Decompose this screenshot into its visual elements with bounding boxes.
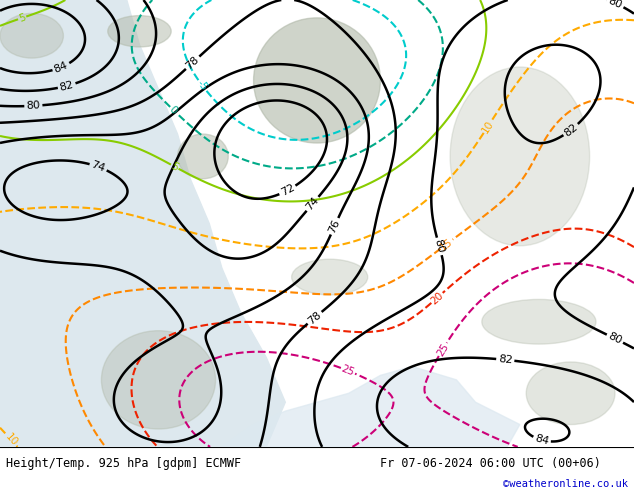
Text: Height/Temp. 925 hPa [gdpm] ECMWF: Height/Temp. 925 hPa [gdpm] ECMWF [6,457,242,470]
Text: 74: 74 [304,195,321,213]
Ellipse shape [178,134,228,179]
Text: 80: 80 [607,0,624,11]
Text: 78: 78 [306,309,323,326]
Text: 80: 80 [26,100,41,111]
Text: 5: 5 [169,161,180,172]
Text: 78: 78 [184,54,201,71]
Text: 84: 84 [53,60,70,74]
Text: 80: 80 [606,331,623,346]
Text: 10: 10 [480,118,496,135]
Text: 20: 20 [429,290,445,306]
Text: 80: 80 [432,238,446,254]
Text: ©weatheronline.co.uk: ©weatheronline.co.uk [503,479,628,489]
Text: 82: 82 [498,354,513,366]
Text: 72: 72 [279,182,296,198]
Text: 74: 74 [90,160,107,174]
Ellipse shape [254,18,380,143]
Text: 15: 15 [438,236,455,252]
Text: 25: 25 [340,364,356,378]
Ellipse shape [101,331,216,429]
Ellipse shape [482,299,596,344]
Ellipse shape [526,362,615,424]
Ellipse shape [0,13,63,58]
Polygon shape [0,0,285,447]
Text: 5: 5 [17,12,27,24]
Text: 0: 0 [167,104,179,116]
Polygon shape [222,367,520,447]
Ellipse shape [292,259,368,295]
Text: 82: 82 [58,79,75,93]
Text: 82: 82 [562,122,579,138]
Text: Fr 07-06-2024 06:00 UTC (00+06): Fr 07-06-2024 06:00 UTC (00+06) [380,457,601,470]
Text: 25: 25 [435,341,450,358]
Text: 10: 10 [3,432,20,448]
Text: 76: 76 [327,218,342,235]
Ellipse shape [450,67,590,246]
Ellipse shape [108,16,171,47]
Text: 84: 84 [534,433,550,447]
Text: -5: -5 [195,78,209,92]
